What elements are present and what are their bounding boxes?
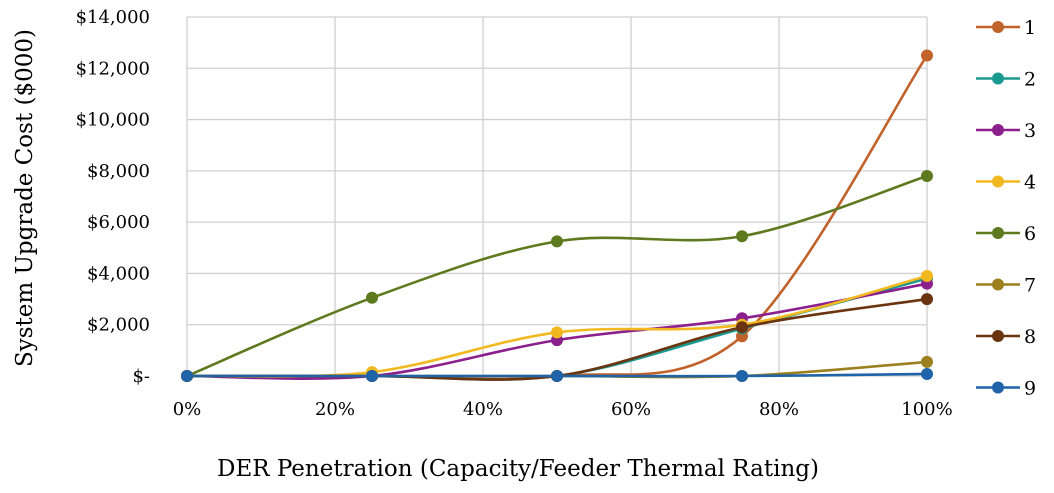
series-9: [181, 367, 933, 382]
data-point: [921, 355, 933, 368]
legend-label: 7: [1024, 275, 1036, 297]
legend: 1 2 3 4 6 7 8 9: [976, 17, 1036, 400]
y-tick-label: $10,000: [76, 110, 150, 131]
legend-item-2: 2: [976, 69, 1036, 91]
legend-item-1: 1: [976, 17, 1036, 39]
y-tick-label: $6,000: [87, 212, 150, 233]
legend-item-4: 4: [976, 172, 1036, 194]
legend-label: 9: [1024, 378, 1036, 400]
series-6: [181, 169, 933, 382]
y-tick-label: $12,000: [76, 58, 150, 79]
y-tick-label: $14,000: [76, 7, 150, 28]
y-tick-label: $8,000: [87, 161, 150, 182]
data-point: [736, 321, 748, 334]
data-point: [736, 230, 748, 243]
y-tick-labels: $- $2,000 $4,000 $6,000 $8,000 $10,000 $12,000…: [76, 7, 150, 387]
legend-label: 6: [1024, 223, 1036, 245]
data-point: [181, 370, 193, 382]
legend-label: 8: [1024, 326, 1036, 348]
legend-marker: [992, 72, 1004, 85]
gridlines: [186, 16, 928, 377]
x-tick-label: 80%: [759, 399, 799, 420]
data-point: [551, 235, 563, 248]
data-point: [366, 291, 378, 304]
data-point: [551, 326, 563, 339]
legend-label: 1: [1024, 17, 1036, 39]
y-tick-label: $4,000: [87, 263, 150, 284]
series-lines: [181, 49, 933, 382]
legend-marker: [992, 381, 1004, 394]
legend-label: 3: [1024, 120, 1036, 142]
x-axis-title: DER Penetration (Capacity/Feeder Thermal…: [217, 456, 819, 482]
legend-item-7: 7: [976, 275, 1036, 297]
y-axis-title: System Upgrade Cost ($000): [12, 29, 38, 367]
data-point: [551, 370, 563, 382]
data-point: [366, 370, 378, 382]
x-tick-labels: 0% 20% 40% 60% 80% 100%: [173, 399, 953, 420]
data-point: [921, 293, 933, 306]
x-tick-label: 40%: [463, 399, 503, 420]
data-point: [921, 367, 933, 380]
legend-item-9: 9: [976, 378, 1036, 400]
legend-marker: [992, 175, 1004, 188]
x-tick-label: 100%: [901, 399, 952, 420]
data-point: [921, 49, 933, 62]
legend-label: 4: [1024, 172, 1036, 194]
y-tick-label: $-: [132, 366, 150, 387]
legend-item-8: 8: [976, 326, 1036, 348]
x-tick-label: 60%: [611, 399, 651, 420]
data-point: [921, 269, 933, 282]
legend-marker: [992, 227, 1004, 239]
x-tick-label: 0%: [173, 399, 202, 420]
legend-item-6: 6: [976, 223, 1036, 245]
legend-label: 2: [1024, 69, 1036, 91]
legend-marker: [992, 330, 1004, 342]
series-4: [181, 269, 933, 382]
y-tick-label: $2,000: [87, 315, 150, 336]
legend-marker: [992, 124, 1004, 136]
legend-marker: [992, 278, 1004, 291]
legend-marker: [992, 21, 1004, 33]
x-tick-label: 20%: [315, 399, 355, 420]
data-point: [921, 169, 933, 182]
data-point: [736, 370, 748, 382]
legend-item-3: 3: [976, 120, 1036, 142]
